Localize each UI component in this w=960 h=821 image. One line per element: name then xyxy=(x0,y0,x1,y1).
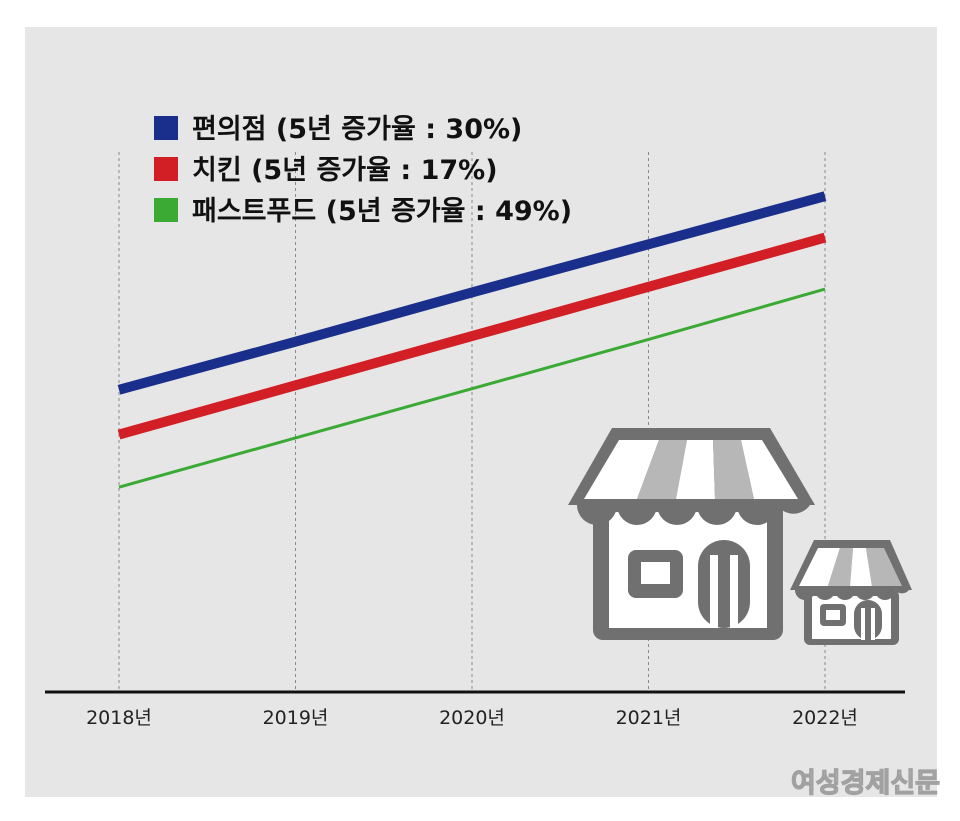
small-store-icon xyxy=(790,540,912,645)
legend-swatch xyxy=(154,116,178,140)
x-tick-label: 2022년 xyxy=(792,707,858,729)
legend-swatch xyxy=(154,198,178,222)
legend-label: 치킨 (5년 증가율 : 17%) xyxy=(192,155,498,186)
x-tick-label: 2018년 xyxy=(86,707,152,729)
legend-swatch xyxy=(154,157,178,181)
x-tick-label: 2019년 xyxy=(263,707,329,729)
series-lines xyxy=(117,191,827,489)
store-icon xyxy=(568,428,815,640)
watermark: 여성경제신문 xyxy=(791,768,940,799)
x-tick-label: 2020년 xyxy=(439,707,505,729)
legend-label: 편의점 (5년 증가율 : 30%) xyxy=(192,114,522,145)
chart-background xyxy=(25,27,937,797)
legend: 편의점 (5년 증가율 : 30%) 치킨 (5년 증가율 : 17%) 패스트푸드… xyxy=(154,114,572,227)
legend-label: 패스트푸드 (5년 증가율 : 49%) xyxy=(192,196,572,227)
x-tick-label: 2021년 xyxy=(616,707,682,729)
x-axis-ticks: 2018년 2019년 2020년 2021년 2022년 xyxy=(86,707,858,729)
